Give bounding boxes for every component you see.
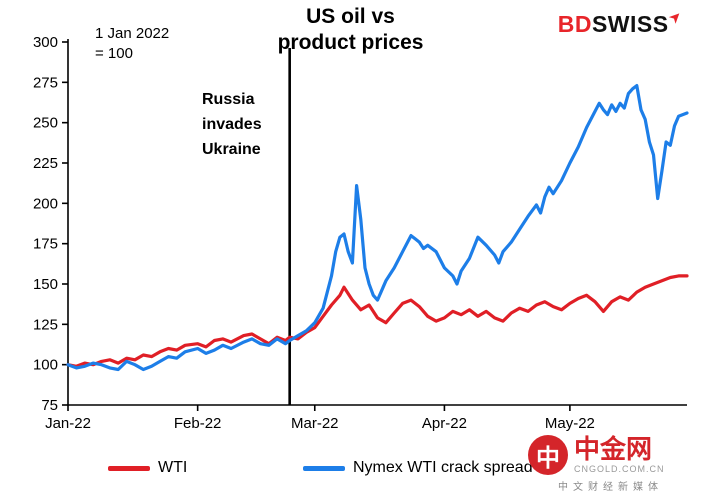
x-tick-label: Feb-22 — [174, 415, 222, 432]
crack-spread-legend-label: Nymex WTI crack spread — [353, 459, 533, 476]
x-tick-label: May-22 — [545, 415, 595, 432]
x-tick-label: Mar-22 — [291, 415, 339, 432]
wti-legend-swatch — [108, 465, 150, 471]
y-tick-label: 175 — [33, 236, 58, 253]
crack-spread-legend-swatch — [303, 465, 345, 471]
y-tick-label: 150 — [33, 276, 58, 293]
y-tick-label: 100 — [33, 357, 58, 374]
index-note: 1 Jan 2022 = 100 — [95, 25, 170, 62]
wti-line — [66, 274, 689, 368]
cngold-domain: CNGOLD.COM.CN — [574, 464, 665, 474]
cngold-tagline: 中文财经新媒体 — [558, 482, 663, 493]
y-tick-label: 300 — [33, 34, 58, 51]
y-tick-label: 275 — [33, 74, 58, 91]
y-tick-label: 125 — [33, 316, 58, 333]
wti-legend-label: WTI — [158, 459, 188, 476]
bdswiss-logo-bd: BD — [557, 11, 592, 37]
cngold-name: 中金网 — [574, 434, 653, 464]
y-tick-label: 75 — [41, 397, 58, 414]
y-tick-label: 250 — [33, 115, 58, 132]
crack-spread-line — [66, 83, 689, 372]
chart-canvas: 75 100 125 150 175 200 225 250 275 300 Jan-22 Feb-2… — [33, 34, 689, 432]
chart-title: US oil vs product prices — [277, 5, 424, 55]
y-tick-label: 200 — [33, 195, 58, 212]
x-tick-label: Jan-22 — [45, 415, 91, 432]
bdswiss-logo-swiss: SWISS — [591, 11, 669, 37]
bdswiss-logo: BD SWISS ➤ — [557, 7, 685, 38]
event-annotation: Russia invades Ukraine — [202, 91, 262, 158]
legend-item-crack-spread: Nymex WTI crack spread — [303, 459, 533, 477]
cngold-logo: 中 中金网 CNGOLD.COM.CN 中文财经新媒体 — [528, 435, 693, 493]
cngold-logo-icon: 中 — [528, 435, 568, 475]
legend-item-wti: WTI — [108, 459, 187, 477]
y-tick-label: 225 — [33, 155, 58, 172]
x-tick-label: Apr-22 — [422, 415, 467, 432]
